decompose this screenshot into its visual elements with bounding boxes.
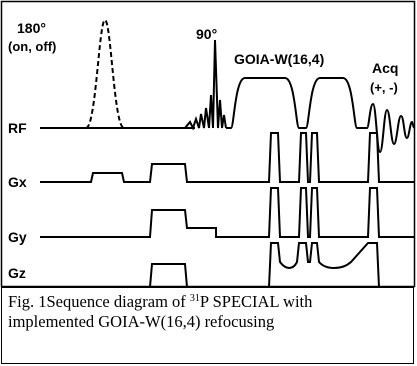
caption-line2: implemented GOIA-W(16,4) refocusing: [8, 312, 275, 331]
caption-line1-suffix: P SPECIAL with: [199, 292, 313, 311]
acquisition-label: Acq: [372, 60, 398, 76]
rf-channel-label: RF: [8, 120, 27, 136]
gy-channel: [40, 187, 414, 238]
sequence-diagram: 180° (on, off) 90° GOIA-W(16,4) Acq (+, …: [0, 0, 416, 288]
gz-channel: [40, 242, 414, 288]
gx-channel-label: Gx: [8, 174, 27, 190]
refocusing-pulse-label: GOIA-W(16,4): [234, 51, 324, 67]
refocusing-pulse-2: [305, 77, 358, 129]
refocusing-pulse-1: [230, 77, 300, 129]
excitation-pulse-label: 90°: [196, 26, 217, 42]
diagram-frame: [0, 0, 416, 288]
gz-waveform: [40, 242, 414, 288]
figure-caption: Fig. 1Sequence diagram of 31P SPECIAL wi…: [1, 287, 414, 364]
acquisition-fid: [364, 102, 415, 154]
caption-prefix: Fig. 1Sequence diagram of: [8, 292, 190, 311]
gy-channel-label: Gy: [8, 229, 27, 245]
gx-waveform: [40, 132, 414, 183]
rf-channel: [40, 18, 415, 154]
excitation-pulse: [184, 39, 227, 131]
isotope-mass-number: 31: [189, 293, 200, 304]
acquisition-sign-label: (+, -): [370, 80, 398, 95]
gy-waveform: [40, 187, 414, 238]
inversion-pulse-label: 180°: [17, 20, 46, 36]
inversion-mode-label: (on, off): [8, 39, 56, 54]
gz-channel-label: Gz: [8, 265, 26, 281]
gx-channel: [40, 132, 414, 183]
inversion-pulse: [85, 18, 125, 129]
